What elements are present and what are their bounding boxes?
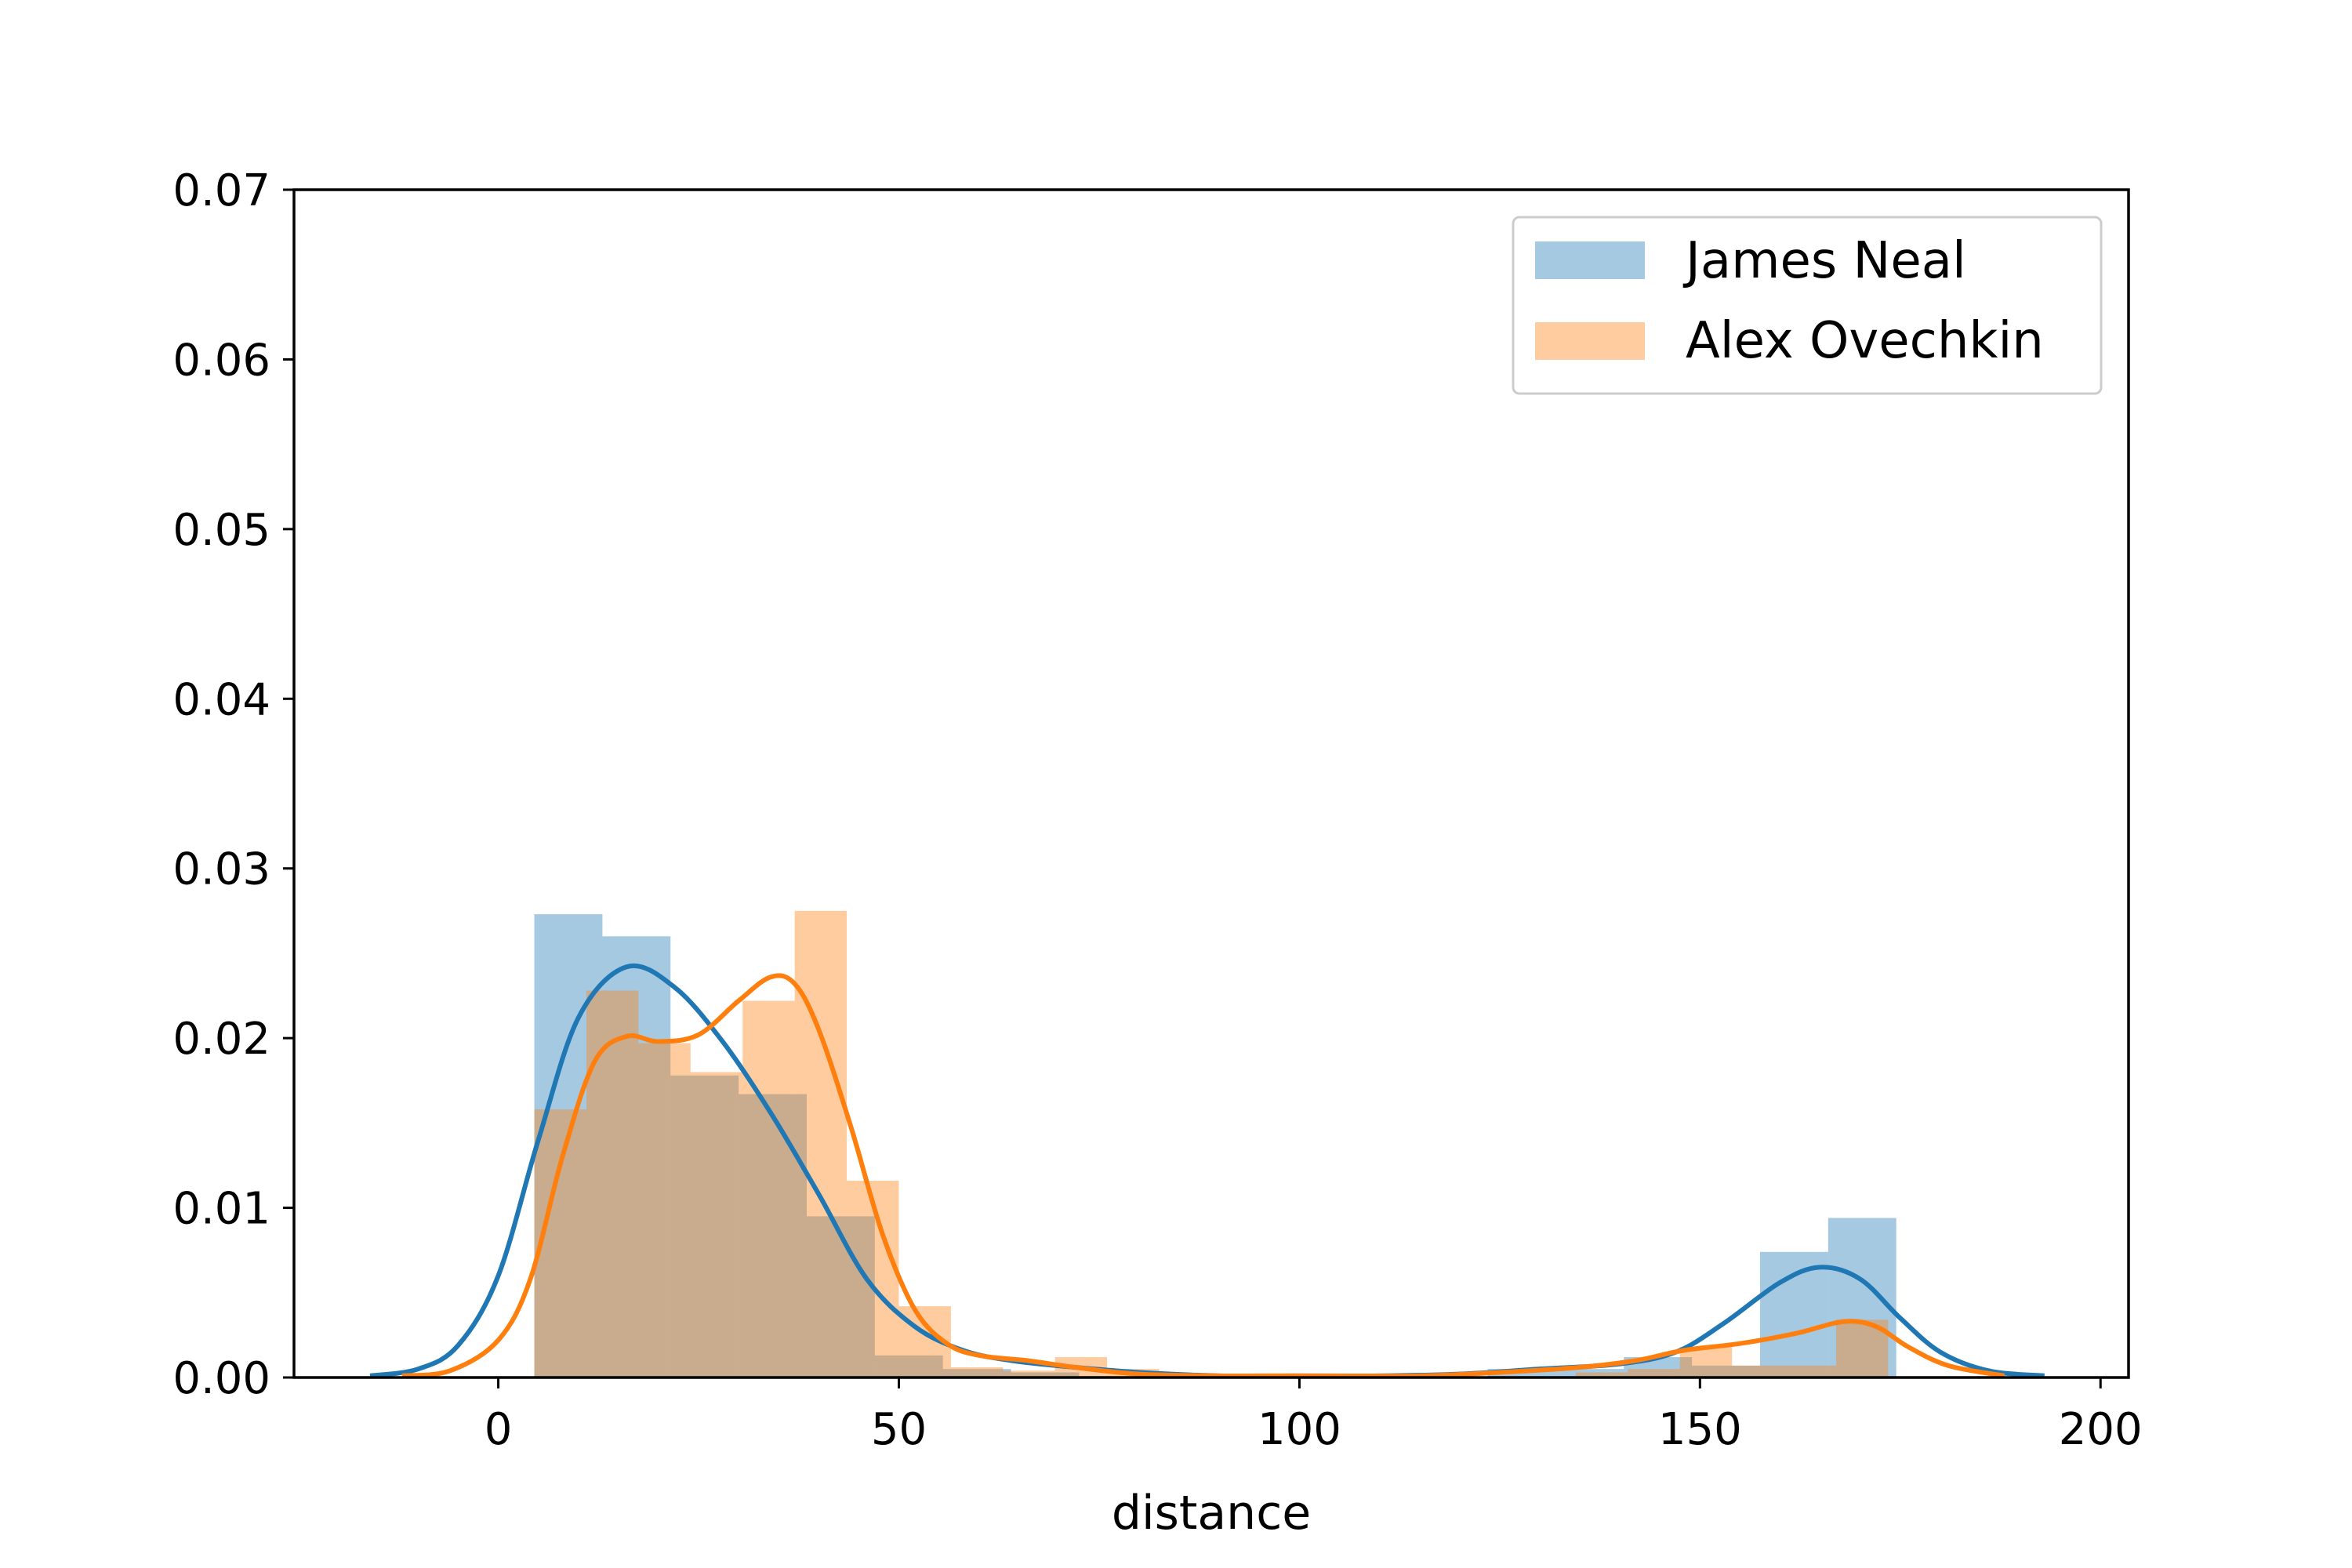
y-tick-label: 0.07	[172, 165, 270, 216]
y-axis-ticks: 0.00 0.01 0.02 0.03 0.04 0.05 0.06 0.07	[172, 165, 294, 1404]
kde-line-alex-ovechkin	[401, 973, 2005, 1379]
hist-bar-alex-ovechkin-3	[690, 1072, 743, 1377]
legend-label-alex-ovechkin: Alex Ovechkin	[1686, 312, 2044, 370]
hist-bar-alex-ovechkin-5	[794, 910, 848, 1377]
hist-bar-alex-ovechkin-20	[1575, 1372, 1628, 1377]
y-tick-label: 0.01	[172, 1184, 270, 1235]
hist-bar-alex-ovechkin-6	[847, 1180, 899, 1377]
hist-bar-james-neal-2	[670, 1075, 739, 1377]
legend: James Neal Alex Ovechkin	[1512, 216, 2103, 395]
x-axis-label: distance	[1112, 1486, 1311, 1541]
y-tick-label: 0.02	[172, 1014, 270, 1065]
hist-bar-james-neal-19	[1828, 1218, 1896, 1377]
hist-bar-alex-ovechkin-22	[1679, 1347, 1733, 1377]
x-tick-label: 150	[1658, 1404, 1742, 1455]
x-tick-label: 200	[2059, 1404, 2143, 1455]
hist-bar-james-neal-17	[1692, 1365, 1760, 1377]
hist-bar-alex-ovechkin-24	[1784, 1365, 1837, 1377]
hist-bar-james-neal-18	[1759, 1251, 1828, 1377]
hist-bar-james-neal-5	[874, 1355, 943, 1377]
histogram-bars	[534, 910, 1896, 1377]
hist-bar-alex-ovechkin-0	[534, 1109, 586, 1377]
legend-swatch-alex-ovechkin	[1535, 322, 1645, 360]
hist-bar-alex-ovechkin-1	[586, 990, 639, 1377]
y-tick-label: 0.06	[172, 335, 270, 386]
plot-frame	[292, 188, 2130, 1379]
y-tick-label: 0.05	[172, 505, 270, 556]
hist-bar-james-neal-0	[534, 914, 603, 1377]
hist-bar-alex-ovechkin-8	[950, 1367, 1004, 1377]
hist-bar-alex-ovechkin-21	[1628, 1369, 1680, 1377]
x-tick-label: 0	[485, 1404, 513, 1455]
hist-bar-james-neal-3	[739, 1094, 807, 1377]
hist-bar-alex-ovechkin-23	[1732, 1365, 1784, 1377]
x-tick-label: 50	[871, 1404, 927, 1455]
legend-frame	[1512, 216, 2103, 395]
hist-bar-alex-ovechkin-4	[742, 1000, 795, 1377]
y-tick-label: 0.04	[172, 674, 270, 725]
hist-bar-james-neal-1	[602, 936, 671, 1377]
x-tick-label: 100	[1258, 1404, 1341, 1455]
x-axis-ticks: 0 50 100 150 200	[485, 1377, 2143, 1455]
hist-bar-alex-ovechkin-2	[638, 1043, 691, 1377]
y-tick-label: 0.03	[172, 844, 270, 895]
hist-bar-james-neal-15	[1555, 1369, 1624, 1377]
hist-bar-alex-ovechkin-9	[1003, 1370, 1055, 1377]
hist-bar-james-neal-6	[942, 1369, 1011, 1377]
hist-bar-james-neal-7	[1011, 1372, 1080, 1377]
kde-curves	[369, 963, 2045, 1379]
legend-label-james-neal: James Neal	[1682, 232, 1966, 290]
y-tick-label: 0.00	[172, 1353, 270, 1404]
legend-swatch-james-neal	[1535, 241, 1645, 279]
hist-bar-james-neal-4	[806, 1216, 875, 1377]
